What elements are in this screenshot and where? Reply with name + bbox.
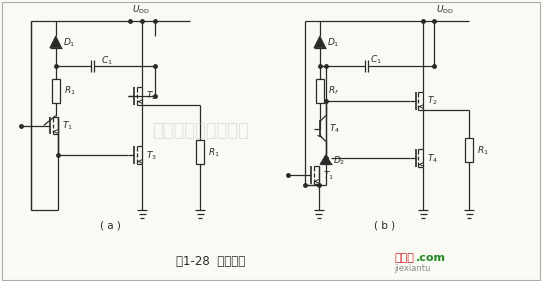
Text: $T_1$: $T_1$	[323, 169, 334, 182]
Text: jiexiantu: jiexiantu	[395, 264, 431, 273]
Text: $R_1$: $R_1$	[478, 144, 489, 157]
Text: 接线图: 接线图	[395, 253, 415, 263]
Text: $T_2$: $T_2$	[428, 94, 438, 107]
Bar	[466, 139, 473, 162]
Text: $R_1$: $R_1$	[64, 84, 75, 97]
Text: ( a ): ( a )	[100, 220, 121, 230]
Text: 图1-28  自举电路: 图1-28 自举电路	[176, 255, 245, 268]
Text: $R_f$: $R_f$	[328, 84, 339, 97]
Text: $T_1$: $T_1$	[62, 119, 73, 132]
Text: $T_4$: $T_4$	[428, 152, 438, 165]
Text: $D_2$: $D_2$	[333, 154, 345, 167]
Text: $D_1$: $D_1$	[327, 37, 339, 49]
Bar	[196, 140, 204, 164]
Bar	[51, 79, 60, 103]
Text: 杭州将睿科技有限公: 杭州将睿科技有限公	[152, 121, 249, 139]
Text: $T_2$: $T_2$	[146, 89, 157, 102]
Text: $D_1$: $D_1$	[63, 37, 75, 49]
Text: $C_1$: $C_1$	[370, 53, 382, 66]
Text: $T_3$: $T_3$	[146, 149, 157, 162]
Text: ( b ): ( b )	[374, 220, 395, 230]
Text: $U_{\rm DD}$: $U_{\rm DD}$	[132, 3, 151, 16]
Polygon shape	[314, 36, 326, 48]
Bar	[316, 79, 324, 103]
Text: $T_4$: $T_4$	[329, 122, 340, 135]
Polygon shape	[320, 155, 332, 164]
Polygon shape	[50, 36, 62, 48]
Text: $U_{\rm DD}$: $U_{\rm DD}$	[436, 3, 454, 16]
Text: .com: .com	[416, 253, 446, 263]
Text: $R_1$: $R_1$	[208, 146, 220, 159]
Text: $C_1$: $C_1$	[101, 55, 112, 67]
